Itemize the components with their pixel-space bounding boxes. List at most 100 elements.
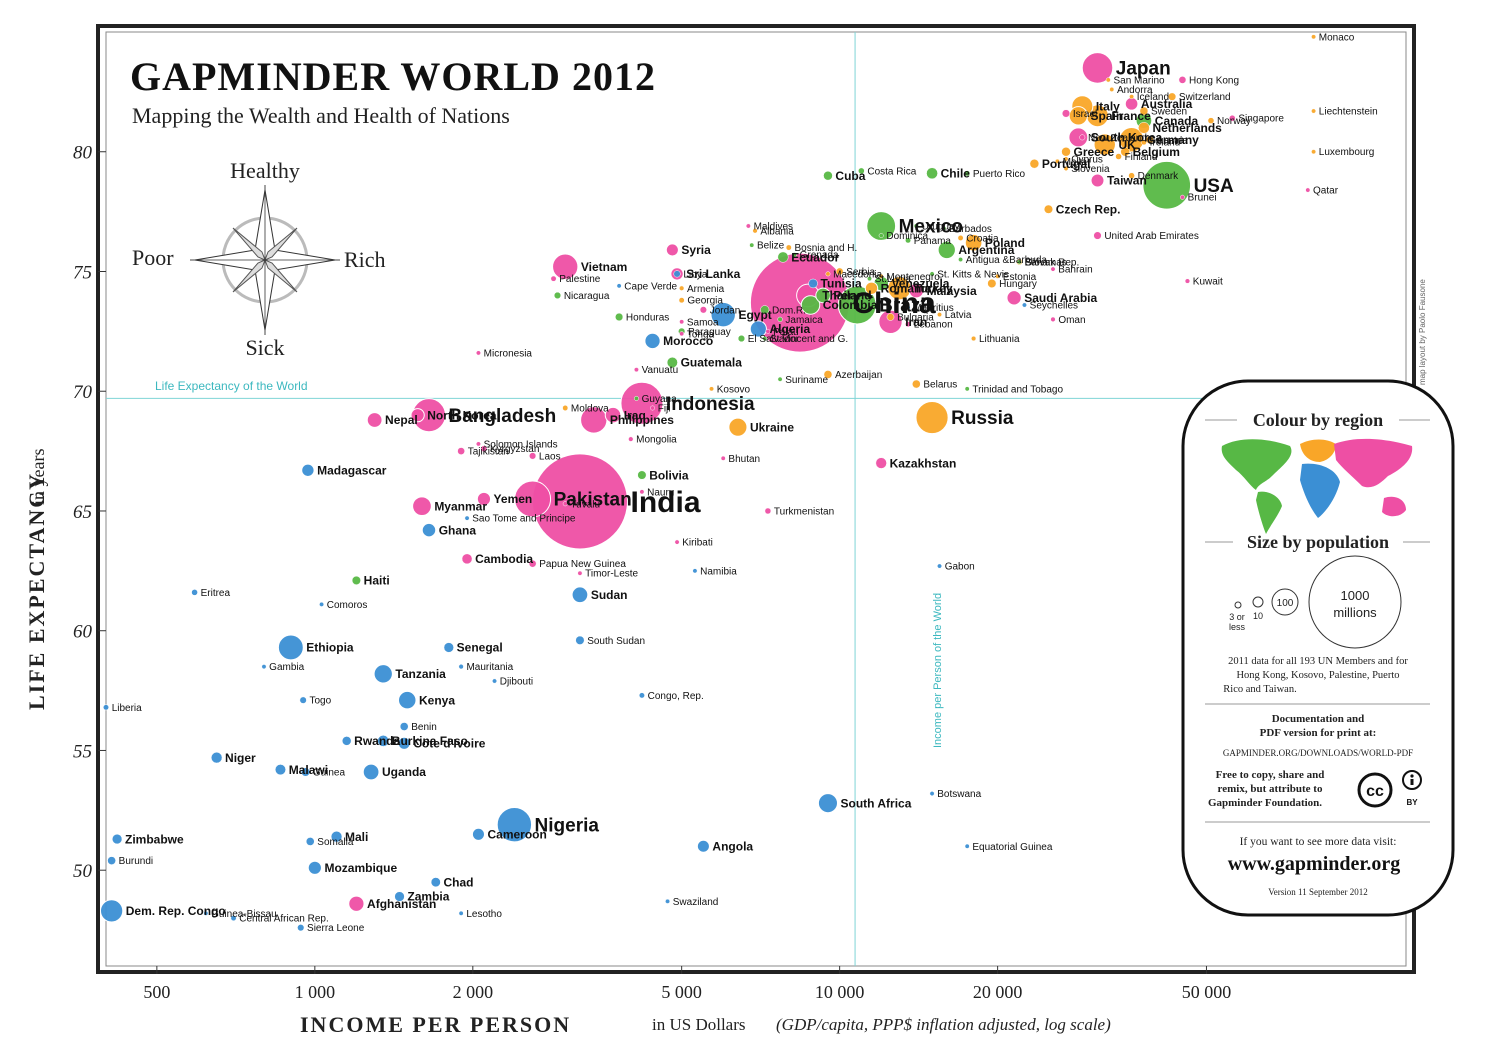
- bubble-peru[interactable]: [815, 287, 831, 304]
- bubble-bosnia-and-h-[interactable]: [785, 244, 792, 251]
- bubble-burundi[interactable]: [107, 856, 116, 865]
- bubble-ghana[interactable]: [421, 522, 437, 538]
- bubble-niger[interactable]: [211, 751, 223, 764]
- bubble-usa[interactable]: [1142, 160, 1192, 210]
- bubble-tanzania[interactable]: [373, 664, 393, 684]
- bubble-andorra[interactable]: [1109, 87, 1115, 92]
- bubble-st-lucia[interactable]: [867, 276, 872, 282]
- bubble-namibia[interactable]: [692, 568, 698, 574]
- bubble-brunei[interactable]: [1180, 194, 1185, 200]
- bubble-switzerland[interactable]: [1168, 92, 1177, 101]
- bubble-hong-kong[interactable]: [1178, 76, 1187, 84]
- bubble-maldives[interactable]: [745, 223, 751, 229]
- bubble-malta[interactable]: [1054, 158, 1060, 164]
- bubble-micronesia[interactable]: [475, 350, 481, 356]
- bubble-dominica[interactable]: [878, 233, 884, 239]
- bubble-guinea-bissau[interactable]: [203, 910, 209, 916]
- bubble-mozambique[interactable]: [307, 860, 322, 875]
- bubble-kosovo[interactable]: [709, 386, 714, 392]
- bubble-mauritius[interactable]: [905, 304, 911, 310]
- bubble-mongolia[interactable]: [628, 436, 634, 442]
- bubble-guatemala[interactable]: [666, 357, 678, 368]
- bubble-libya[interactable]: [673, 270, 681, 278]
- bubble-jamaica[interactable]: [777, 316, 783, 322]
- bubble-czech-rep-[interactable]: [1043, 204, 1054, 214]
- bubble-timor-leste[interactable]: [577, 570, 583, 576]
- bubble-south-korea[interactable]: [1068, 127, 1089, 148]
- bubble-tunisia[interactable]: [808, 278, 818, 289]
- bubble-comoros[interactable]: [319, 601, 325, 607]
- bubble-kiribati[interactable]: [674, 539, 680, 545]
- bubble-papua-new-guinea[interactable]: [528, 559, 537, 568]
- bubble-south-africa[interactable]: [817, 793, 838, 814]
- bubble-sao-tome-and-principe[interactable]: [464, 515, 470, 521]
- bubble-kuwait[interactable]: [1184, 278, 1191, 284]
- bubble-algeria[interactable]: [749, 320, 767, 338]
- bubble-kazakhstan[interactable]: [875, 457, 887, 469]
- bubble-somalia[interactable]: [305, 837, 315, 846]
- bubble-bahamas[interactable]: [1016, 259, 1022, 265]
- bubble-macedonia[interactable]: [825, 271, 831, 277]
- bubble-cambodia[interactable]: [461, 553, 473, 565]
- bubble-angola[interactable]: [696, 839, 710, 853]
- bubble-south-sudan[interactable]: [575, 635, 585, 645]
- bubble-congo-rep-[interactable]: [638, 692, 645, 699]
- bubble-nigeria[interactable]: [496, 807, 533, 843]
- bubble-mexico[interactable]: [866, 211, 897, 241]
- bubble-mali[interactable]: [330, 831, 343, 843]
- bubble-bahrain[interactable]: [1050, 266, 1056, 272]
- bubble-gambia[interactable]: [261, 664, 267, 670]
- bubble-uk[interactable]: [1093, 133, 1116, 156]
- bubble-nicaragua[interactable]: [553, 291, 562, 299]
- bubble-suriname[interactable]: [777, 376, 783, 382]
- bubble-croatia[interactable]: [957, 235, 964, 241]
- bubble-israel[interactable]: [1061, 109, 1071, 118]
- bubble-gabon[interactable]: [937, 563, 942, 569]
- bubble-madagascar[interactable]: [301, 463, 315, 477]
- bubble-belize[interactable]: [749, 242, 755, 248]
- bubble-laos[interactable]: [529, 452, 537, 460]
- bubble-indonesia[interactable]: [620, 381, 664, 425]
- bubble-united-arab-emirates[interactable]: [1093, 231, 1102, 240]
- bubble-ukraine[interactable]: [728, 417, 748, 437]
- bubble-greece[interactable]: [1061, 147, 1071, 157]
- bubble-latvia[interactable]: [937, 312, 942, 318]
- bubble-yemen[interactable]: [476, 491, 492, 507]
- bubble-cuba[interactable]: [823, 170, 833, 181]
- bubble-jordan[interactable]: [699, 306, 707, 314]
- bubble-lebanon[interactable]: [905, 321, 911, 328]
- bubble-eritrea[interactable]: [191, 589, 198, 596]
- bubble-palestine[interactable]: [550, 275, 557, 282]
- legend-doc-url[interactable]: GAPMINDER.ORG/DOWNLOADS/WORLD-PDF: [1223, 748, 1413, 758]
- bubble-equatorial-guinea[interactable]: [964, 843, 970, 849]
- bubble-estonia[interactable]: [995, 273, 1001, 279]
- bubble-nepal[interactable]: [366, 412, 383, 428]
- bubble-kenya[interactable]: [398, 690, 417, 710]
- bubble-guinea[interactable]: [301, 767, 311, 777]
- bubble-samoa[interactable]: [679, 319, 685, 325]
- bubble-portugal[interactable]: [1029, 158, 1040, 169]
- bubble-armenia[interactable]: [679, 285, 685, 291]
- bubble-egypt[interactable]: [710, 301, 736, 328]
- bubble-uruguay[interactable]: [913, 223, 919, 229]
- bubble-morocco[interactable]: [644, 332, 661, 350]
- bubble-myanmar[interactable]: [412, 496, 432, 517]
- bubble-zambia[interactable]: [394, 891, 405, 902]
- bubble-st-vincent-and-g-[interactable]: [762, 336, 768, 341]
- bubble-zimbabwe[interactable]: [112, 833, 123, 845]
- bubble-iran[interactable]: [878, 309, 903, 334]
- bubble-bulgaria[interactable]: [886, 313, 895, 321]
- bubble-bolivia[interactable]: [637, 470, 647, 480]
- bubble-afghanistan[interactable]: [348, 895, 365, 912]
- bubble-iraq[interactable]: [604, 406, 622, 424]
- bubble-cote-d-ivoire[interactable]: [397, 736, 411, 750]
- bubble-liberia[interactable]: [103, 704, 109, 711]
- bubble-vanuatu[interactable]: [633, 367, 639, 373]
- bubble-romania[interactable]: [864, 281, 879, 295]
- bubble-dom-r-[interactable]: [760, 305, 770, 315]
- bubble-panama[interactable]: [905, 237, 911, 244]
- bubble-taiwan[interactable]: [1090, 173, 1105, 188]
- bubble-solomon-islands[interactable]: [475, 441, 481, 447]
- bubble-burkina-faso[interactable]: [377, 735, 390, 747]
- bubble-vietnam[interactable]: [552, 253, 579, 280]
